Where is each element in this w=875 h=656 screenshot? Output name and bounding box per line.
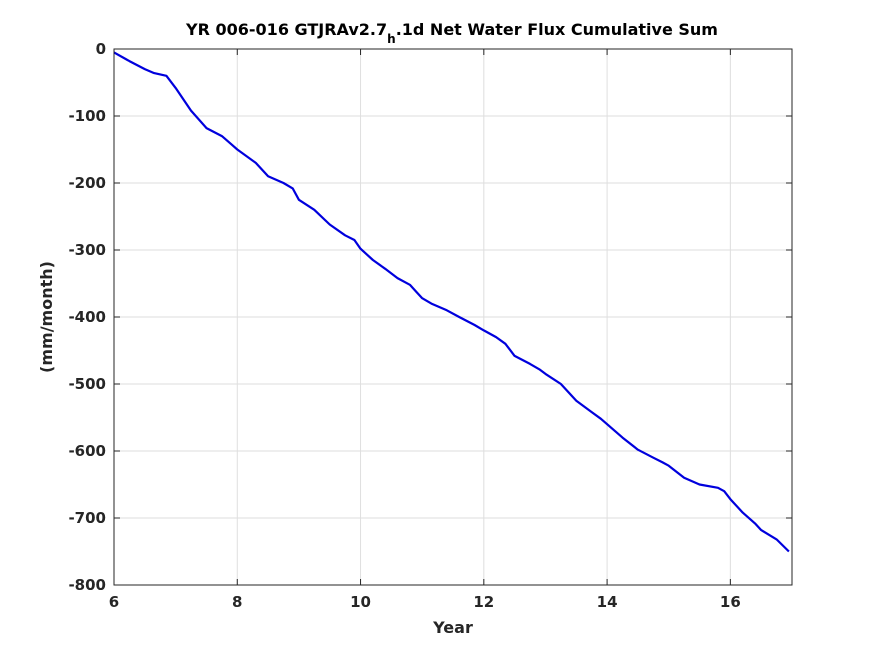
grid-lines — [113, 48, 792, 586]
y-tick-label: -700 — [68, 509, 106, 527]
x-tick-label: 10 — [350, 593, 371, 611]
x-tick-label: 14 — [597, 593, 618, 611]
chart-title-subscript: h — [387, 32, 396, 46]
y-tick-label: -800 — [68, 576, 106, 594]
y-axis-ticks: 0 -100 -200 -300 -400 -500 -600 -700 -800 — [68, 40, 792, 594]
y-tick-label: -400 — [68, 308, 106, 326]
y-tick-label: -500 — [68, 375, 106, 393]
series-line — [113, 51, 790, 553]
chart-title: YR 006-016 GTJRAv2.7h.1d Net Water Flux … — [185, 20, 718, 46]
y-tick-label: -200 — [68, 174, 106, 192]
y-tick-label: -100 — [68, 107, 106, 125]
x-tick-label: 16 — [720, 593, 741, 611]
x-axis-ticks: 6 8 10 12 14 16 — [109, 49, 741, 611]
y-axis-label: (mm/month) — [37, 261, 56, 373]
x-tick-label: 12 — [473, 593, 494, 611]
chart-title-main: YR 006-016 GTJRAv2.7 — [185, 20, 387, 39]
y-tick-label: -300 — [68, 241, 106, 259]
x-tick-label: 8 — [232, 593, 242, 611]
y-tick-label: -600 — [68, 442, 106, 460]
x-axis-label: Year — [432, 618, 473, 637]
x-tick-label: 6 — [109, 593, 119, 611]
y-tick-label: 0 — [96, 40, 106, 58]
chart-title-rest: .1d Net Water Flux Cumulative Sum — [396, 20, 718, 39]
